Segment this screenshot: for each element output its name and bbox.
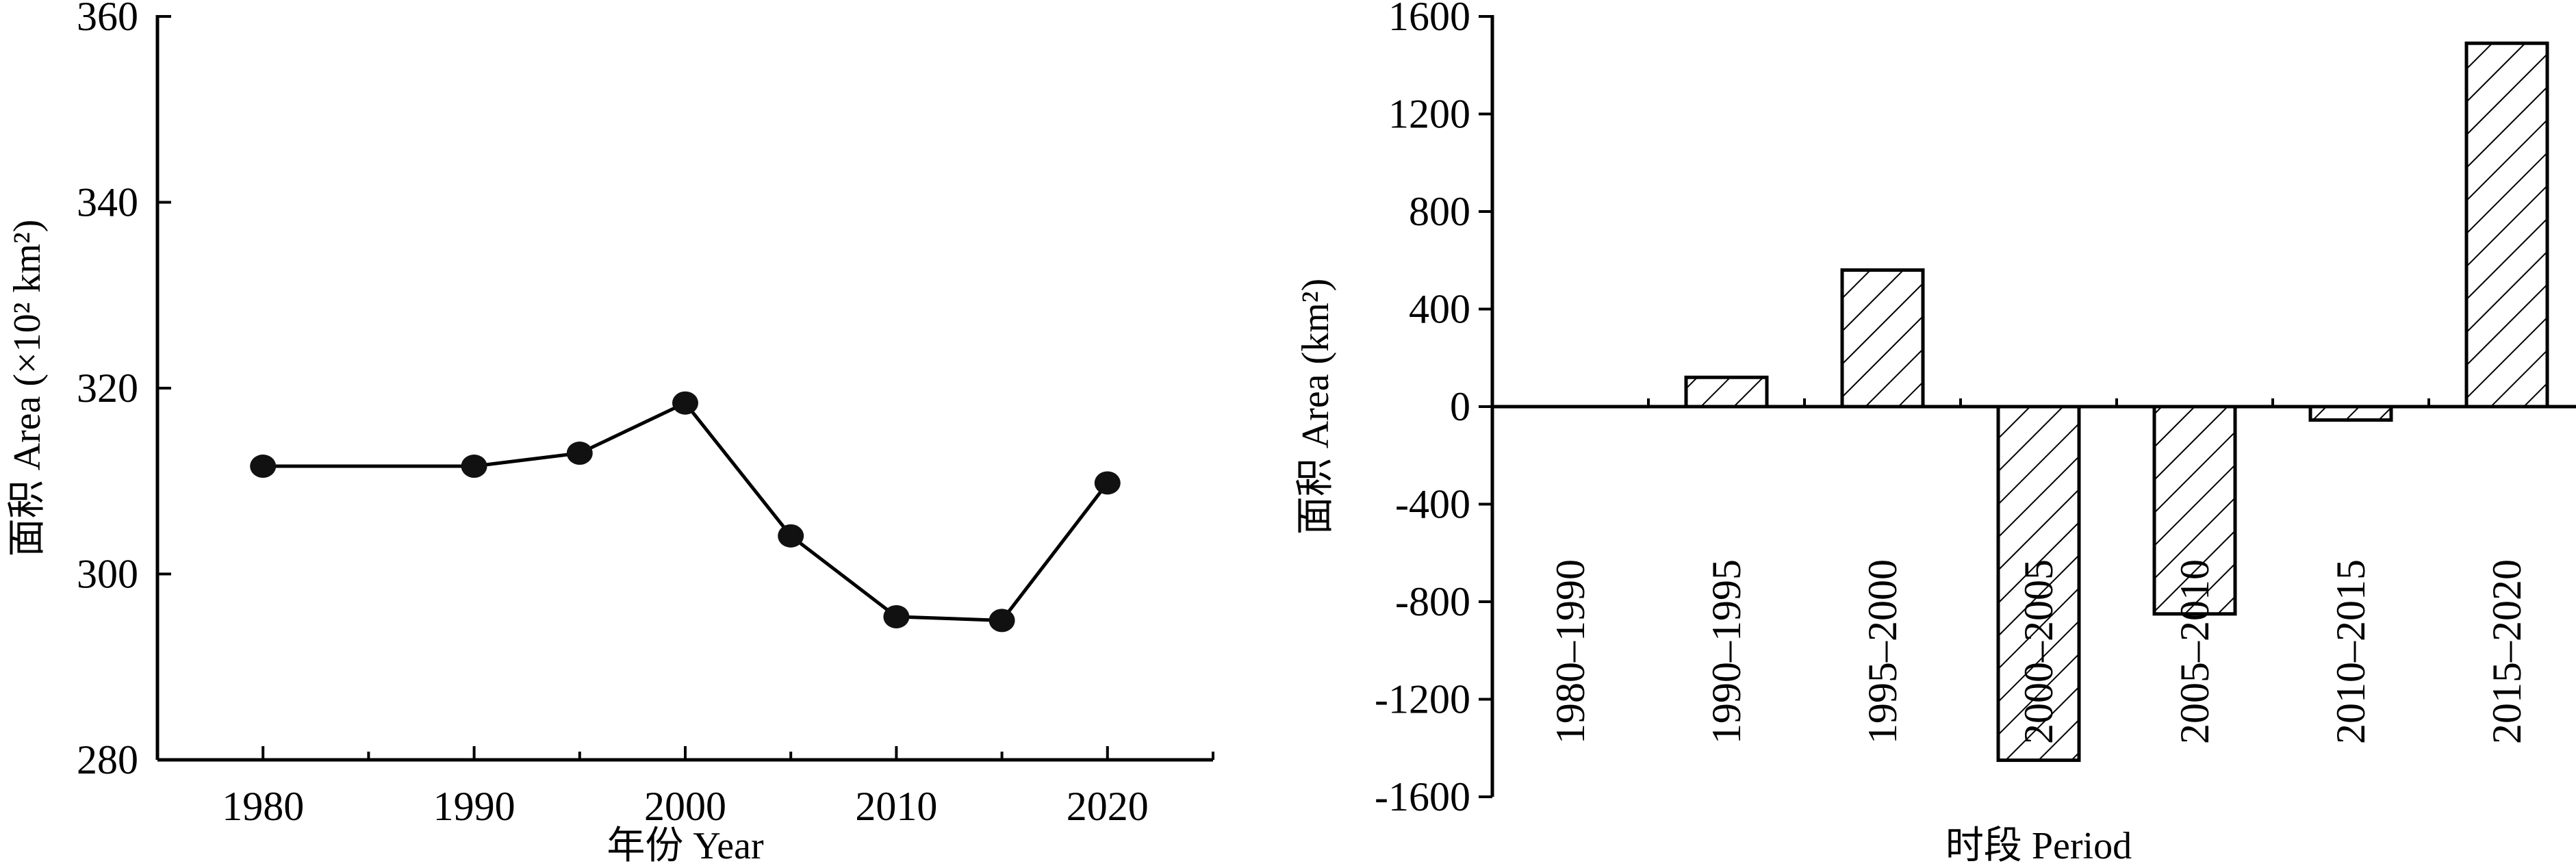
- data-point: [1094, 471, 1121, 495]
- data-point: [883, 604, 910, 628]
- line-chart: 280 300 320 340 360 1980 1990 2000 2010 2020 年份 Y…: [6, 0, 1214, 867]
- category-label: 2000–2005: [2016, 559, 2061, 744]
- y-tick-label: 320: [77, 366, 138, 411]
- x-axis-title: 时段 Period: [1946, 825, 2132, 867]
- line-chart-ticks: 280 300 320 340 360 1980 1990 2000 2010 2020: [77, 0, 1214, 829]
- data-point: [461, 455, 487, 478]
- y-tick-label: 1600: [1388, 0, 1470, 39]
- bar: [1840, 268, 1925, 409]
- y-tick-label: 360: [77, 0, 138, 39]
- y-axis-title: 面积 Area (×10² km²): [6, 220, 49, 557]
- category-label: 2010–2015: [2328, 559, 2373, 744]
- bar-chart: -1600 -1200 -800 -400 0 400 800 1200 1600 1980–1…: [1295, 0, 2576, 867]
- y-tick-label: -800: [1395, 579, 1470, 624]
- bars: [1684, 41, 2549, 763]
- bar-chart-ticks: -1600 -1200 -800 -400 0 400 800 1200 1600: [1375, 0, 2430, 819]
- category-label: 2015–2020: [2484, 559, 2529, 744]
- y-tick-label: 1200: [1388, 92, 1470, 137]
- data-point: [566, 442, 593, 465]
- y-tick-label: 300: [77, 552, 138, 597]
- y-tick-label: 340: [77, 180, 138, 225]
- data-point: [989, 609, 1015, 633]
- series-line: [263, 400, 1109, 622]
- bar: [2152, 405, 2237, 616]
- data-point: [672, 391, 698, 415]
- y-tick-label: -1600: [1375, 774, 1470, 819]
- series-points: [250, 391, 1121, 633]
- x-tick-label: 2000: [644, 784, 726, 829]
- category-label: 2005–2010: [2172, 559, 2217, 744]
- y-tick-label: 400: [1409, 287, 1470, 332]
- bar: [1996, 405, 2081, 763]
- data-point: [778, 524, 804, 548]
- bar: [2464, 41, 2549, 409]
- category-label: 1990–1995: [1704, 559, 1749, 744]
- y-axis-title: 面积 Area (km²): [1295, 279, 1337, 535]
- line-chart-axes: [155, 15, 1213, 762]
- category-label: 1980–1990: [1548, 559, 1593, 744]
- bar: [2308, 405, 2393, 422]
- y-tick-label: -1200: [1375, 677, 1470, 722]
- x-tick-label: 2020: [1067, 784, 1149, 829]
- bar: [1684, 375, 1769, 409]
- x-tick-label: 2010: [855, 784, 937, 829]
- x-axis-title: 年份 Year: [607, 825, 764, 867]
- data-point: [250, 455, 277, 478]
- category-label: 1995–2000: [1860, 559, 1905, 744]
- category-labels: 1980–1990 1990–1995 1995–2000 2000–2005 2005…: [1548, 559, 2529, 744]
- x-tick-label: 1990: [433, 784, 515, 829]
- y-tick-label: 280: [77, 737, 138, 782]
- y-tick-label: 800: [1409, 189, 1470, 234]
- y-tick-label: -400: [1395, 482, 1470, 527]
- x-tick-label: 1980: [222, 784, 304, 829]
- y-tick-label: 0: [1450, 384, 1470, 429]
